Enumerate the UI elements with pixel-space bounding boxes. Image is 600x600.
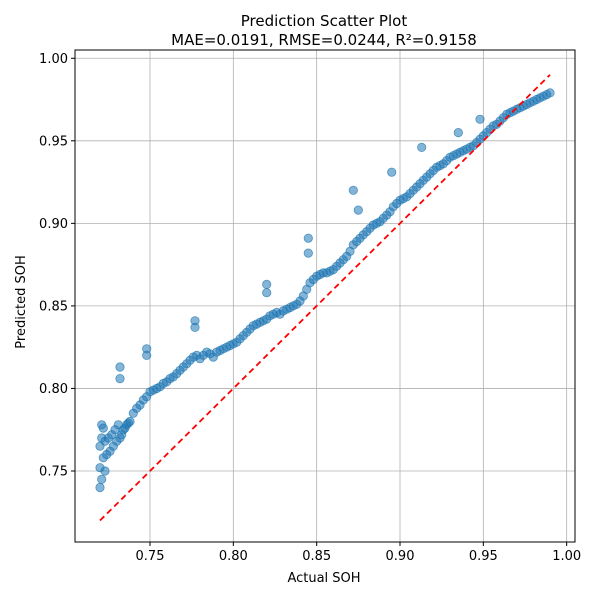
scatter-point [125,416,135,427]
scatter-point [142,344,152,354]
scatter-point [353,205,363,215]
x-axis-label: Actual SOH [287,571,360,586]
y-tick-label: 0.75 [39,465,68,480]
y-tick-label: 0.80 [39,382,68,397]
grid-lines [75,50,575,542]
scatter-point [98,423,108,433]
y-tick-label: 1.00 [39,52,68,67]
y-tick-label: 0.90 [39,217,68,232]
x-tick-label: 0.80 [219,549,248,564]
scatter-point [115,373,125,384]
reference-line [99,74,551,522]
scatter-point [100,466,110,476]
scatter-point [387,167,397,177]
scatter-point [262,288,272,298]
scatter-point [453,128,463,138]
y-tick-label: 0.85 [39,299,68,314]
x-axis-ticks: 0.75 0.80 0.85 0.90 0.95 1.00 [136,542,581,564]
x-tick-label: 0.85 [302,549,331,564]
scatter-point [95,482,105,493]
scatter-point [417,142,427,152]
scatter-point [303,233,313,243]
scatter-point [262,279,272,289]
chart-subtitle: MAE=0.0191, RMSE=0.0244, R²=0.9158 [171,31,477,49]
scatter-point [115,362,125,372]
x-tick-label: 0.95 [469,549,498,564]
chart-title: Prediction Scatter Plot [241,12,408,30]
scatter-point [475,114,485,124]
scatter-point [303,248,313,258]
y-tick-label: 0.95 [39,134,68,149]
scatter-point [190,322,200,332]
y-axis-ticks: 0.75 0.80 0.85 0.90 0.95 1.00 [39,52,75,480]
x-tick-label: 0.75 [136,549,165,564]
reference-line-group [99,74,551,522]
plot-frame [74,49,576,543]
x-tick-label: 0.90 [386,549,415,564]
scatter-point [545,88,555,98]
x-tick-label: 1.00 [552,549,581,564]
scatter-point [97,474,107,484]
scatter-point [348,185,358,195]
data-points [95,88,555,493]
y-axis-label: Predicted SOH [14,255,29,348]
